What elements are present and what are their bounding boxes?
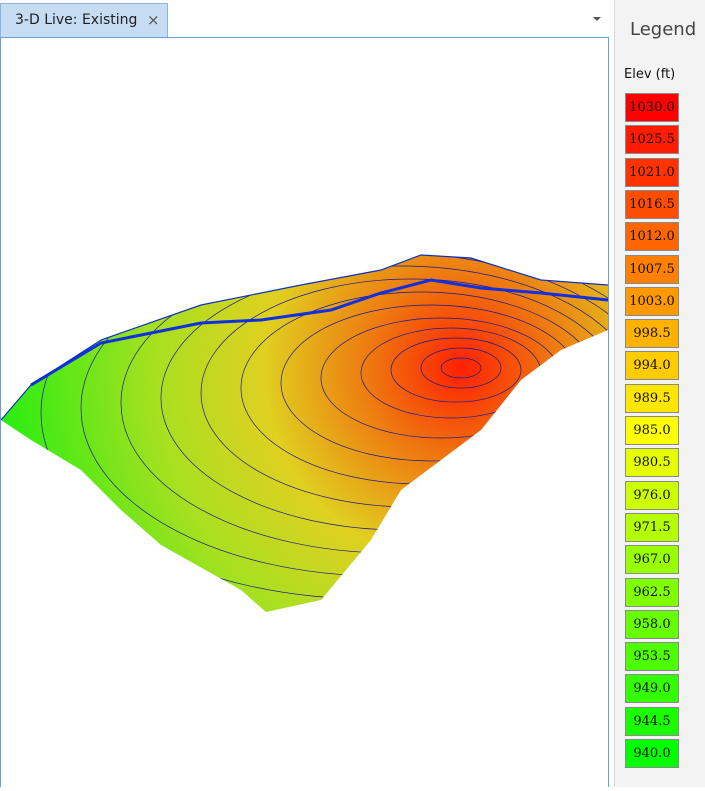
legend-swatch: 1003.0 [625, 286, 679, 316]
legend-title: Legend [630, 19, 697, 40]
3d-viewport[interactable] [0, 38, 609, 787]
legend-swatch: 994.0 [625, 351, 679, 381]
tab-menu-arrow[interactable] [592, 15, 602, 23]
legend-swatch: 1030.0 [625, 93, 679, 122]
tab[interactable]: 3-D Live: Existing × [0, 3, 168, 37]
legend-panel: Legend Elev (ft) 1030.0 1025.5 1021.0 1016.… [614, 0, 705, 787]
legend-swatch: 989.5 [625, 383, 679, 413]
legend-swatch: 976.0 [625, 480, 679, 510]
legend-swatch: 967.0 [625, 545, 679, 575]
legend-subtitle: Elev (ft) [624, 67, 676, 82]
legend-swatch: 1012.0 [625, 222, 679, 252]
legend-swatch: 971.5 [625, 512, 679, 542]
legend-swatch: 962.5 [625, 577, 679, 607]
legend-swatch: 944.5 [625, 706, 679, 736]
legend-swatch: 940.0 [625, 739, 679, 768]
legend-swatch: 1025.5 [625, 125, 679, 155]
legend-swatch: 1021.0 [625, 157, 679, 187]
legend-swatch: 953.5 [625, 642, 679, 672]
legend-swatch: 998.5 [625, 319, 679, 349]
tab-strip: 3-D Live: Existing × [0, 0, 609, 38]
ridge-line [0, 254, 609, 421]
legend-swatch: 985.0 [625, 416, 679, 445]
legend-swatch: 958.0 [625, 609, 679, 639]
legend-swatch: 949.0 [625, 674, 679, 704]
terrain-surface [1, 255, 608, 612]
terrain-view[interactable] [0, 38, 609, 787]
tab-close[interactable]: × [147, 11, 160, 29]
ridge-line [30, 278, 609, 387]
legend-swatch: 1016.5 [625, 189, 679, 219]
legend-swatch: 1007.5 [625, 254, 679, 284]
tab-title[interactable]: 3-D Live: Existing [15, 12, 138, 28]
legend-swatch: 980.5 [625, 448, 679, 478]
